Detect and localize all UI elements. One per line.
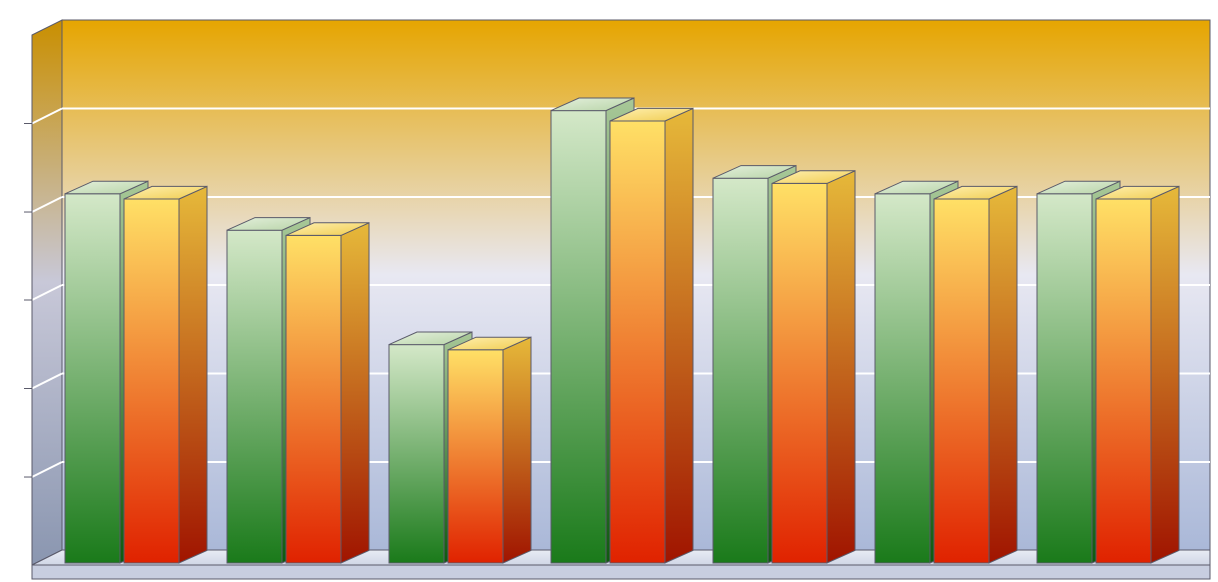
bar-front [551,111,606,563]
floor-front [32,565,1210,579]
bar-front [875,194,930,563]
chart-svg [0,0,1218,582]
bar-front [227,230,282,563]
bar-front [934,199,989,563]
bar-front [124,199,179,563]
bar-side [341,223,369,563]
bar-side [989,186,1017,563]
bar-front [610,121,665,563]
bar-front [286,235,341,563]
bar-front [1037,194,1092,563]
bar-side [1151,186,1179,563]
bar-side [503,337,531,563]
bar-front [448,350,503,563]
bar-side [665,108,693,563]
bar-front [65,194,120,563]
bar-side [179,186,207,563]
bar-front [389,345,444,563]
bar-front [1096,199,1151,563]
bar-front [713,178,768,563]
bar-side [827,171,855,563]
bar-front [772,183,827,563]
bar-chart-3d [0,0,1218,582]
